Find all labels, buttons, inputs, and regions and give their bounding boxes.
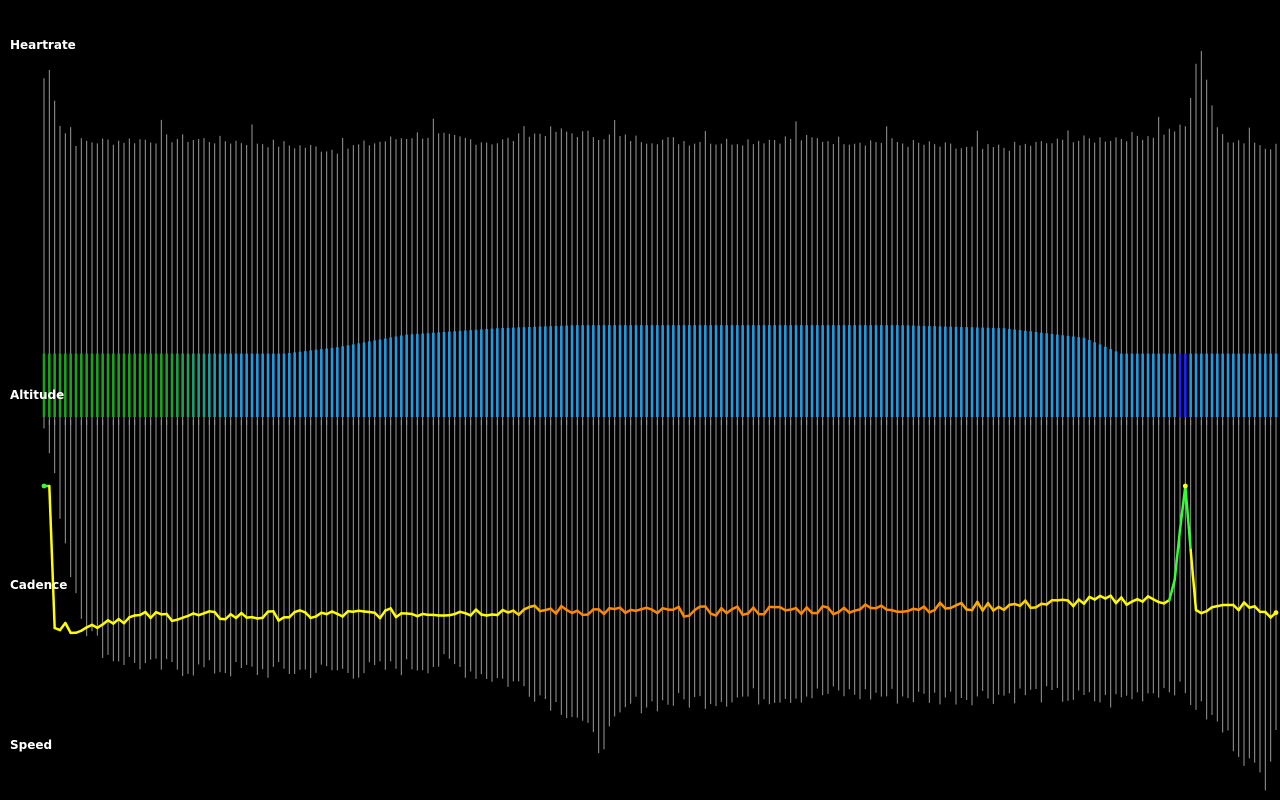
cadence-segment (533, 604, 542, 613)
cadence-segment (1264, 610, 1272, 619)
cadence-point (1273, 610, 1279, 616)
cadence-segment (144, 610, 152, 620)
cadence-segment (1189, 548, 1198, 612)
cadence-segment (149, 610, 158, 620)
heartrate-label: Heartrate (10, 38, 76, 52)
cadence-segment (58, 621, 67, 632)
cadence-segment (933, 601, 942, 612)
cadence-segment (981, 601, 990, 612)
cadence-segment (970, 600, 979, 612)
altitude-series (42, 325, 1278, 417)
cadence-segment (1072, 598, 1080, 608)
heartrate-series (43, 51, 1277, 425)
cadence-segment (304, 611, 312, 620)
cadence-segment (752, 606, 760, 616)
cadence-segment (762, 605, 771, 616)
cadence-segment (1082, 595, 1091, 605)
cadence-segment (922, 605, 931, 614)
cadence-segment (1024, 599, 1032, 610)
cadence-segment (960, 601, 968, 611)
cadence-segment (677, 605, 686, 618)
cadence-segment (938, 601, 947, 610)
cadence-series (41, 483, 1279, 635)
cadence-segment (1184, 484, 1192, 552)
cadence-segment (165, 612, 174, 623)
cadence-segment (1066, 599, 1075, 608)
cadence-segment (976, 600, 984, 612)
cadence-segment (826, 606, 835, 616)
cadence-segment (1173, 528, 1182, 582)
cadence-segment (1237, 601, 1246, 612)
cadence-segment (736, 605, 744, 617)
cadence-point (1182, 483, 1188, 489)
cadence-segment (48, 484, 56, 630)
cadence-segment (714, 606, 723, 617)
cadence-segment (261, 610, 270, 620)
speed-label: Speed (10, 738, 53, 752)
cadence-segment (816, 604, 824, 615)
cadence-segment (213, 610, 222, 620)
cadence-segment (1253, 605, 1262, 614)
cadence-segment (602, 606, 611, 616)
cadence-segment (1120, 596, 1128, 607)
cadence-segment (554, 604, 563, 615)
cadence-segment (272, 609, 280, 622)
cadence-segment (64, 621, 72, 635)
cadence-segment (688, 608, 696, 617)
cadence-segment (378, 609, 387, 620)
cadence-segment (517, 608, 526, 617)
cadence-segment (1109, 594, 1118, 605)
cadence-label: Cadence (10, 578, 68, 592)
cadence-segment (1114, 596, 1123, 605)
altitude-label: Altitude (10, 388, 65, 402)
cadence-segment (469, 608, 478, 617)
cadence-point (41, 483, 47, 489)
cadence-segment (805, 606, 814, 615)
cadence-segment (800, 606, 808, 616)
cadence-segment (1178, 484, 1187, 532)
cadence-segment (746, 606, 755, 615)
cadence-segment (1168, 578, 1176, 602)
cadence-segment (986, 601, 995, 612)
cadence-segment (122, 616, 131, 625)
cadence-segment (389, 607, 398, 619)
cadence-segment (794, 606, 803, 616)
speed-series (43, 420, 1277, 791)
cadence-segment (704, 605, 712, 615)
